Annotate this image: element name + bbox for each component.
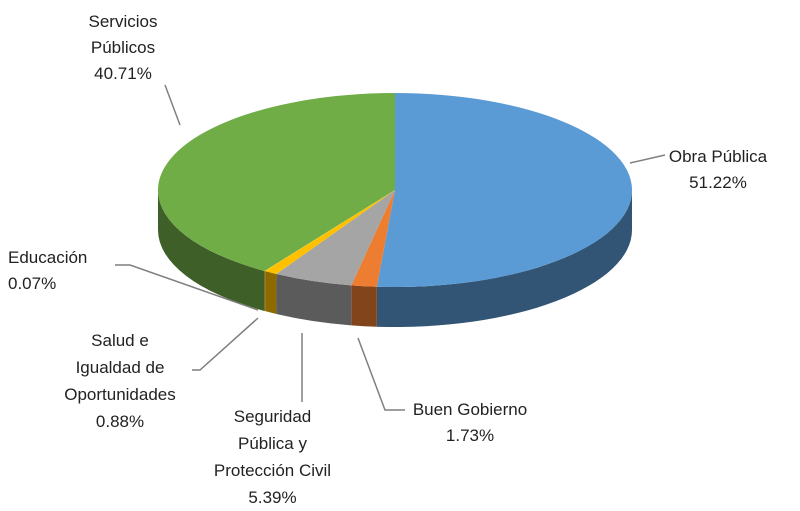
leader-line xyxy=(629,154,666,164)
label: Educación 0.07% xyxy=(0,245,128,297)
slice xyxy=(351,190,395,287)
slice xyxy=(265,190,395,274)
category-label: Obra Pública xyxy=(668,147,768,166)
category-label: Buen Gobierno xyxy=(412,400,528,419)
value-label: 51.22% xyxy=(689,173,747,192)
slice-side xyxy=(158,190,265,311)
value-label: 5.39% xyxy=(248,488,297,507)
slice xyxy=(264,190,395,272)
label: Obra Pública 51.22% xyxy=(658,144,778,196)
category-label: Servicios Públicos xyxy=(88,12,158,57)
label: Seguridad Pública y Protección Civil 5.39… xyxy=(195,403,350,511)
slice xyxy=(376,93,633,287)
slice-side xyxy=(264,270,266,312)
category-label: Educación xyxy=(8,248,88,267)
label: Buen Gobierno 1.73% xyxy=(405,397,535,449)
category-label: Seguridad Pública y Protección Civil xyxy=(213,407,332,480)
leader-line xyxy=(357,337,405,411)
value-label: 0.88% xyxy=(95,412,145,431)
slice-side xyxy=(265,271,277,314)
slice-side xyxy=(376,190,632,327)
value-label: 0.07% xyxy=(8,274,57,293)
slice-side xyxy=(276,273,352,326)
value-label: 40.71% xyxy=(94,64,152,83)
slice-side xyxy=(351,285,377,327)
label: Salud e Igualdad de Oportunidades 0.88% xyxy=(40,327,200,435)
leader-line xyxy=(164,84,181,126)
slices xyxy=(158,93,633,327)
value-label: 1.73% xyxy=(445,426,495,445)
slice xyxy=(276,190,395,286)
leader-line xyxy=(192,317,259,371)
leader-line xyxy=(115,264,259,311)
category-label: Salud e Igualdad de Oportunidades xyxy=(64,331,176,404)
slice xyxy=(158,93,395,271)
label: Servicios Públicos 40.71% xyxy=(68,9,178,87)
